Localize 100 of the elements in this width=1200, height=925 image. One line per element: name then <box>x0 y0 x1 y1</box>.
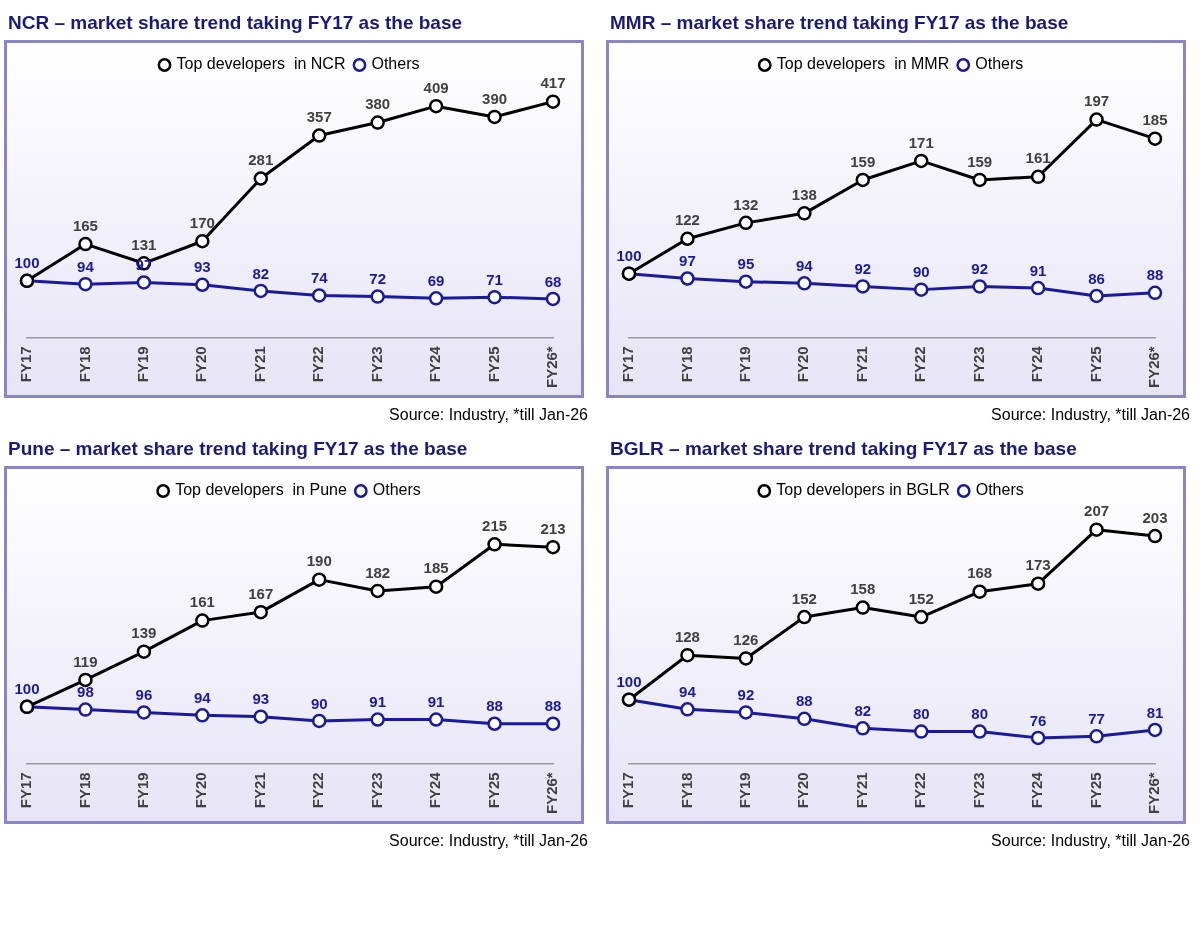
data-label: 72 <box>369 270 387 288</box>
data-label: 71 <box>486 270 503 288</box>
data-label: 390 <box>482 89 508 107</box>
data-label: 69 <box>427 271 445 289</box>
x-tick-label: FY20 <box>794 346 812 383</box>
data-label: 98 <box>77 683 94 701</box>
x-tick-label: FY21 <box>852 346 870 383</box>
x-tick-label: FY20 <box>192 346 210 383</box>
x-tick-label: FY23 <box>367 346 385 383</box>
x-tick-label: FY17 <box>619 346 637 383</box>
data-label: 74 <box>310 269 329 287</box>
data-label: 80 <box>971 705 989 723</box>
x-tick-label: FY21 <box>250 772 268 809</box>
data-label: 131 <box>131 235 157 253</box>
data-label: 88 <box>544 697 562 715</box>
x-tick-label: FY19 <box>736 772 754 809</box>
data-label: 92 <box>854 260 872 278</box>
x-tick-label: FY22 <box>911 346 929 383</box>
data-label: 170 <box>189 213 215 231</box>
data-label: 91 <box>427 693 445 711</box>
legend-label: Top developers in MMR <box>776 55 950 73</box>
x-tick-label: FY23 <box>969 346 987 383</box>
x-tick-label: FY17 <box>619 772 637 809</box>
x-tick-label: FY17 <box>17 346 35 383</box>
data-label: 207 <box>1084 502 1110 520</box>
data-label: 100 <box>616 247 642 265</box>
data-label: 139 <box>131 624 157 642</box>
source-note: Source: Industry, *till Jan-26 <box>388 406 588 424</box>
data-label: 380 <box>365 95 391 113</box>
x-tick-label: FY18 <box>677 772 695 809</box>
x-tick-label: FY22 <box>309 346 327 383</box>
x-tick-label: FY22 <box>911 772 929 809</box>
data-label: 417 <box>540 74 566 92</box>
x-tick-label: FY23 <box>367 772 385 809</box>
data-label: 138 <box>791 185 817 203</box>
data-label: 94 <box>679 682 697 700</box>
data-label: 77 <box>1088 709 1105 727</box>
data-label: 76 <box>1029 711 1047 729</box>
x-tick-label: FY25 <box>1086 772 1104 809</box>
x-tick-label: FY17 <box>17 772 35 809</box>
x-tick-label: FY26* <box>1145 346 1163 389</box>
x-tick-label: FY24 <box>1028 345 1046 383</box>
x-tick-label: FY25 <box>1086 346 1104 383</box>
data-label: 152 <box>791 589 817 607</box>
data-label: 93 <box>193 258 211 276</box>
x-tick-label: FY24 <box>426 345 444 383</box>
data-label: 152 <box>908 589 934 607</box>
data-label: 97 <box>679 252 696 270</box>
data-label: 88 <box>1146 266 1164 284</box>
x-tick-label: FY18 <box>75 772 93 809</box>
x-tick-label: FY20 <box>794 772 812 809</box>
data-label: 171 <box>908 133 934 151</box>
source-note: Source: Industry, *till Jan-26 <box>990 832 1190 850</box>
x-tick-label: FY18 <box>677 346 695 383</box>
data-label: 94 <box>193 688 212 706</box>
x-tick-label: FY23 <box>969 772 987 809</box>
x-tick-label: FY22 <box>309 772 327 809</box>
x-tick-label: FY25 <box>484 346 502 383</box>
data-label: 203 <box>1142 508 1168 526</box>
data-label: 185 <box>1142 111 1168 129</box>
data-label: 161 <box>1025 149 1051 167</box>
data-label: 409 <box>423 78 449 96</box>
x-tick-label: FY24 <box>426 771 444 809</box>
x-tick-label: FY26* <box>543 346 561 389</box>
data-label: 91 <box>369 693 387 711</box>
data-label: 357 <box>306 108 332 126</box>
chart-title: BGLR – market share trend taking FY17 as the base <box>610 438 1078 460</box>
data-label: 119 <box>73 652 98 670</box>
data-label: 215 <box>482 516 508 534</box>
legend-label: Top developers in NCR <box>176 55 346 73</box>
data-label: 122 <box>674 211 700 229</box>
data-label: 159 <box>967 152 993 170</box>
legend-label: Others <box>371 55 420 73</box>
legend-label: Top developers in Pune <box>175 481 347 499</box>
data-label: 173 <box>1025 556 1051 574</box>
data-label: 96 <box>135 686 153 704</box>
data-label: 92 <box>971 260 989 278</box>
x-tick-label: FY26* <box>543 772 561 815</box>
data-label: 190 <box>306 552 332 570</box>
data-label: 93 <box>252 690 270 708</box>
x-tick-label: FY21 <box>250 346 268 383</box>
source-note: Source: Industry, *till Jan-26 <box>990 406 1190 424</box>
x-tick-label: FY19 <box>134 346 152 383</box>
data-label: 91 <box>1029 261 1047 279</box>
data-label: 90 <box>310 694 328 712</box>
data-label: 168 <box>967 564 993 582</box>
legend-label: Others <box>975 481 1024 499</box>
data-label: 88 <box>486 697 503 715</box>
chart-title: MMR – market share trend taking FY17 as the base <box>610 12 1070 34</box>
data-label: 88 <box>795 692 813 710</box>
data-label: 81 <box>1146 703 1164 721</box>
data-label: 94 <box>77 257 95 275</box>
x-tick-label: FY26* <box>1145 772 1163 815</box>
data-label: 161 <box>189 593 215 611</box>
data-label: 159 <box>850 152 876 170</box>
data-label: 80 <box>912 705 930 723</box>
x-tick-label: FY19 <box>134 772 152 809</box>
data-label: 158 <box>850 580 876 598</box>
data-label: 100 <box>14 254 40 272</box>
data-label: 165 <box>72 216 98 234</box>
